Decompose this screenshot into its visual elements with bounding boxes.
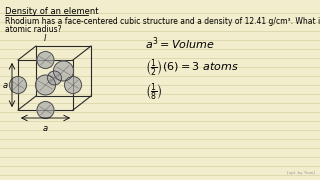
Text: $a$: $a$ xyxy=(2,80,8,89)
Circle shape xyxy=(37,102,54,118)
Text: $a^3 = Volume$: $a^3 = Volume$ xyxy=(145,35,215,52)
Circle shape xyxy=(47,71,61,85)
Text: $\left(\frac{1}{2}\right)\left(6\right) = 3\ atoms$: $\left(\frac{1}{2}\right)\left(6\right) … xyxy=(145,58,239,79)
Text: Rhodium has a face-centered cubic structure and a density of 12.41 g/cm³. What i: Rhodium has a face-centered cubic struct… xyxy=(5,17,320,26)
Text: $l$: $l$ xyxy=(43,32,48,43)
Text: atomic radius?: atomic radius? xyxy=(5,25,62,34)
Circle shape xyxy=(53,61,74,81)
Text: Density of an element: Density of an element xyxy=(5,7,99,16)
Circle shape xyxy=(65,76,82,93)
Text: [upl. by Trow]: [upl. by Trow] xyxy=(287,171,315,175)
Text: $\left(\frac{1}{8}\right)$: $\left(\frac{1}{8}\right)$ xyxy=(145,82,163,103)
Text: $a$: $a$ xyxy=(42,124,49,133)
Circle shape xyxy=(10,76,27,93)
Circle shape xyxy=(36,75,55,95)
Circle shape xyxy=(37,51,54,69)
